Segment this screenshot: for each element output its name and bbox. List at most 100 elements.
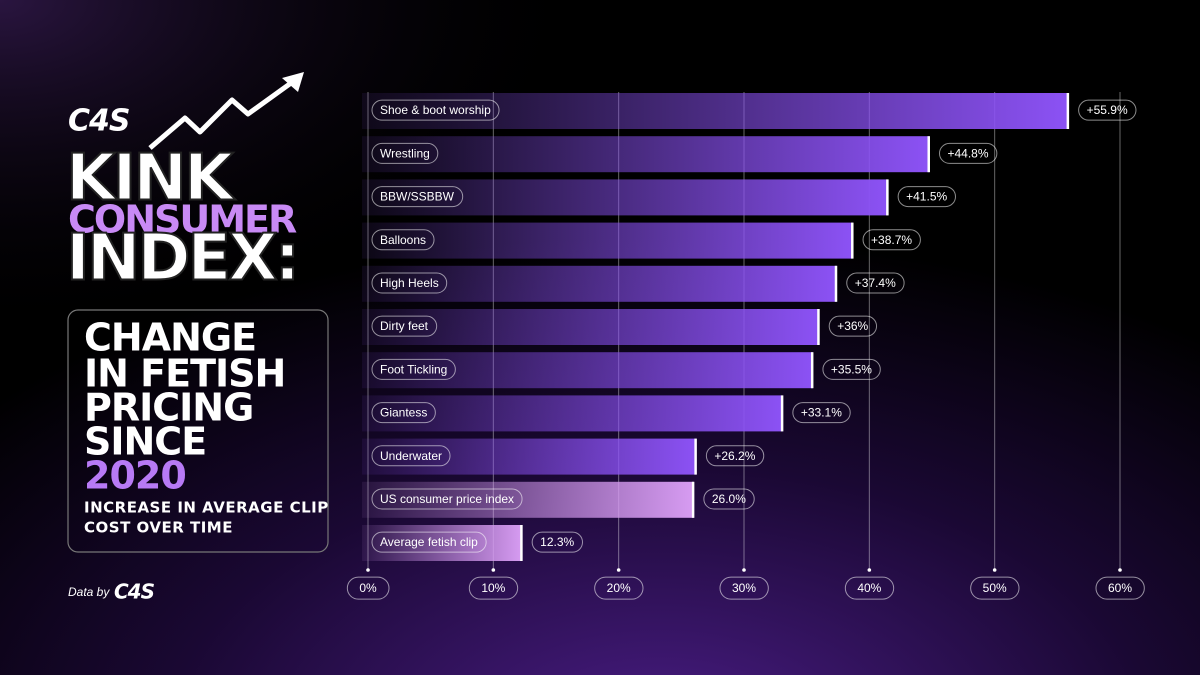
bar-edge [691,481,695,518]
bar-edge [520,525,523,561]
bar-edge [817,309,820,345]
panel-line: PRICING [84,386,253,430]
panel-subtitle: COST OVER TIME [84,519,233,537]
x-tick-label: 40% [857,581,881,595]
panel-line: CHANGE [84,316,256,360]
label-pill [822,358,881,380]
label-pill [828,315,878,337]
trend-arrow [148,75,300,150]
value-label: +44.8% [947,146,988,160]
headline: INDEX: [66,222,297,296]
category-label: Balloons [380,233,426,247]
bar [362,395,783,432]
label-pill [705,445,765,467]
label-pill [371,402,436,424]
bar [362,438,697,475]
value-label: +38.7% [871,233,912,247]
grid-dot [1118,568,1122,572]
category-label: High Heels [380,276,439,290]
bar-edge [694,438,697,475]
label-pill [846,272,905,294]
label-pill [371,315,438,337]
grid-dot [366,568,370,572]
value-label: 26.0% [712,492,746,506]
label-pill [531,531,584,553]
panel-box [67,309,329,553]
label-pill [371,142,439,164]
category-label: Average fetish clip [380,535,478,549]
headline: KINK [66,142,236,216]
bar [362,179,889,216]
label-pill [371,99,500,121]
value-label: +41.5% [906,190,947,204]
x-tick-label: 10% [481,581,505,595]
bar [362,136,930,173]
x-tick-label: 20% [607,581,631,595]
category-label: Giantess [380,406,427,420]
category-label: US consumer price index [380,492,514,506]
label-pill [371,186,464,208]
bar-edge [851,222,854,259]
credit-logo: C4S [114,580,155,604]
label-pill [371,445,451,467]
category-label: Foot Tickling [380,362,447,376]
credit-label: Data by [68,585,110,599]
bar-edge [1066,93,1070,129]
label-pill [1078,99,1137,121]
label-pill [371,272,448,294]
bar-edge [810,352,814,389]
value-label: +36% [837,319,868,333]
bar-edge [886,179,889,216]
label-pill [1095,576,1145,600]
bar-edge [834,265,838,302]
bar [362,222,854,259]
x-tick-label: 0% [359,581,377,595]
bar-edge [927,136,930,173]
arrow-head [282,72,304,92]
bar [362,93,1069,129]
bar [362,352,813,389]
label-pill [970,576,1020,600]
label-pill [594,576,644,600]
x-tick-label: 60% [1108,581,1132,595]
label-pill [897,186,956,208]
logo: C4S [68,104,130,139]
value-label: 12.3% [540,535,574,549]
value-label: +26.2% [714,449,755,463]
label-pill [371,531,487,553]
grid-dot [616,568,621,572]
bar-edge [780,395,784,432]
bar [362,265,837,302]
label-pill [938,142,998,164]
panel-year: 2020 [84,454,186,498]
label-pill [719,576,769,600]
label-pill [703,488,755,510]
grid-dot [867,568,872,572]
label-pill [468,576,519,600]
value-label: +37.4% [855,276,896,290]
label-pill [862,229,921,251]
grid-dot [491,568,496,572]
category-label: Underwater [380,449,442,463]
label-pill [844,576,895,600]
category-label: Shoe & boot worship [380,103,491,117]
bar [362,481,694,518]
panel-subtitle: INCREASE IN AVERAGE CLIP [84,499,329,517]
bar [362,309,820,345]
label-pill [371,229,435,251]
category-label: Wrestling [380,146,430,160]
panel-line: IN FETISH [84,352,285,396]
label-pill [792,402,851,424]
label-pill [346,576,390,600]
category-label: BBW/SSBBW [380,190,455,204]
headline: CONSUMER [68,198,297,242]
label-pill [371,358,456,380]
value-label: +33.1% [801,406,842,420]
category-label: Dirty feet [380,319,429,333]
panel-line: SINCE [84,420,206,464]
grid-dot [742,568,746,572]
value-label: +35.5% [831,362,872,376]
label-pill [371,488,523,510]
x-tick-label: 50% [983,581,1007,595]
